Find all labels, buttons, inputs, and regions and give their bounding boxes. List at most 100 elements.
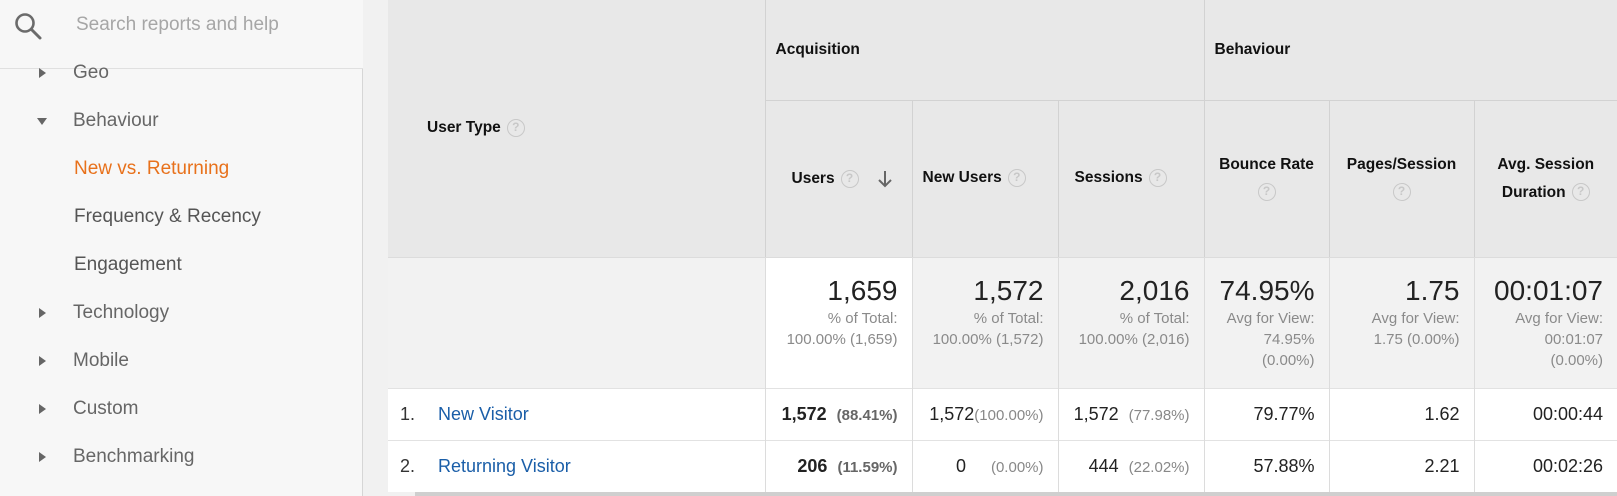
search-icon[interactable] <box>12 10 44 42</box>
total-subtext: % of Total: <box>827 309 898 327</box>
cell-value: 57.88% <box>1253 455 1315 476</box>
nav-label: New vs. Returning <box>74 158 230 179</box>
help-icon[interactable]: ? <box>1571 183 1590 202</box>
nav-item-mobile[interactable]: Mobile <box>0 339 363 383</box>
nav-label: Technology <box>73 302 170 323</box>
column-header-new-users[interactable]: New Users? <box>911 100 1058 258</box>
nav-item-new-vs-returning[interactable]: New vs. Returning <box>0 147 363 191</box>
group-label: Behaviour <box>1214 40 1291 58</box>
total-value: 1,572 <box>973 274 1044 306</box>
nav-label: Frequency & Recency <box>74 206 261 227</box>
nav-label: Custom <box>73 398 139 419</box>
totals-label-cell <box>388 257 765 388</box>
report-table-area: User Type? Acquisition Behaviour Users? … <box>388 0 1617 496</box>
dimension-header[interactable]: User Type <box>427 119 501 137</box>
total-subtext: 100.00% (1,659) <box>786 330 898 348</box>
nav-item-technology[interactable]: Technology <box>0 291 363 335</box>
total-subtext: 74.95% <box>1263 330 1315 348</box>
caret-right-icon <box>39 68 46 78</box>
total-subtext: 1.75 (0.00%) <box>1373 330 1460 348</box>
column-label: Duration <box>1501 183 1566 201</box>
total-value: 1,659 <box>827 274 898 306</box>
column-header-users[interactable]: Users? <box>764 100 912 258</box>
help-icon[interactable]: ? <box>1007 169 1026 188</box>
total-bounce-rate: 74.95% Avg for View: 74.95% (0.00%) <box>1203 257 1329 388</box>
cell-users: 1,572 (88.41%) <box>764 387 912 440</box>
total-subtext: Avg for View: <box>1515 309 1604 327</box>
nav-item-engagement[interactable]: Engagement <box>0 243 363 287</box>
cell-percent: (22.02%) <box>1128 458 1190 476</box>
cell-percent: (77.98%) <box>1128 406 1190 424</box>
column-header-avg-session-duration[interactable]: Avg. Session Duration? <box>1473 100 1617 258</box>
total-subtext: (0.00%) <box>1261 351 1315 369</box>
total-value: 1.75 <box>1405 274 1460 306</box>
nav-item-behaviour[interactable]: Behaviour <box>0 99 363 143</box>
cell-new-users: 1,572(100.00%) <box>911 387 1058 440</box>
cell-pages-session: 2.21 <box>1328 439 1474 492</box>
cell-users: 206 (11.59%) <box>764 439 912 492</box>
column-header-pages-session[interactable]: Pages/Session? <box>1328 100 1474 258</box>
row-dimension-cell: 2. Returning Visitor <box>388 439 765 492</box>
cell-value: 2.21 <box>1424 455 1460 476</box>
help-icon[interactable]: ? <box>840 169 859 188</box>
nav-label: Behaviour <box>73 110 159 131</box>
nav-item-custom[interactable]: Custom <box>0 387 363 431</box>
cell-value: 0 <box>955 455 966 476</box>
nav-label: Engagement <box>74 254 182 275</box>
arrow-down-icon[interactable] <box>877 169 893 189</box>
nav-item-geo[interactable]: Geo <box>0 51 363 95</box>
cell-value: 206 <box>797 455 828 476</box>
cell-value: 1,572 <box>1073 403 1119 424</box>
caret-down-icon <box>37 118 47 125</box>
caret-right-icon <box>39 452 46 462</box>
total-new-users: 1,572 % of Total: 100.00% (1,572) <box>911 257 1058 388</box>
column-header-sessions[interactable]: Sessions? <box>1057 100 1204 258</box>
cell-value: 79.77% <box>1253 403 1315 424</box>
nav-label: Benchmarking <box>73 446 195 467</box>
table-row: 1. New Visitor 1,572 (88.41%) 1,572(100.0… <box>388 387 1617 440</box>
cell-value: 00:00:44 <box>1532 403 1604 424</box>
group-header-acquisition: Acquisition <box>764 0 1204 101</box>
help-icon[interactable]: ? <box>1148 169 1167 188</box>
group-header-behaviour: Behaviour <box>1203 0 1617 101</box>
column-label: Pages/Session <box>1346 155 1457 173</box>
row-index: 2. <box>400 455 416 476</box>
horizontal-scrollbar[interactable] <box>415 492 1617 496</box>
cell-new-users: 0 (0.00%) <box>911 439 1058 492</box>
nav-item-benchmarking[interactable]: Benchmarking <box>0 435 363 479</box>
caret-right-icon <box>39 356 46 366</box>
cell-bounce-rate: 79.77% <box>1203 387 1329 440</box>
cell-value: 1.62 <box>1424 403 1460 424</box>
cell-percent: (100.00%) <box>974 406 1044 424</box>
column-label: Bounce Rate <box>1219 155 1314 173</box>
search-input[interactable] <box>76 10 346 40</box>
cell-value: 1,572 <box>781 403 827 424</box>
total-subtext: (0.00%) <box>1550 351 1604 369</box>
cell-avg-session-duration: 00:02:26 <box>1473 439 1617 492</box>
dimension-header-cell: User Type? <box>388 0 765 258</box>
help-icon[interactable]: ? <box>1392 183 1411 202</box>
column-label: Users <box>791 169 835 187</box>
cell-avg-session-duration: 00:00:44 <box>1473 387 1617 440</box>
column-label: New Users <box>922 169 1002 187</box>
user-type-link[interactable]: Returning Visitor <box>438 455 571 476</box>
caret-right-icon <box>39 308 46 318</box>
totals-row: 1,659 % of Total: 100.00% (1,659) 1,572 … <box>388 257 1617 388</box>
total-value: 2,016 <box>1119 274 1190 306</box>
help-icon[interactable]: ? <box>506 119 525 138</box>
nav-item-frequency-recency[interactable]: Frequency & Recency <box>0 195 363 239</box>
help-icon[interactable]: ? <box>1257 183 1276 202</box>
cell-sessions: 444 (22.02%) <box>1057 439 1204 492</box>
cell-value: 00:02:26 <box>1532 455 1604 476</box>
row-index: 1. <box>400 403 416 424</box>
cell-percent: (0.00%) <box>990 458 1044 476</box>
search-bar <box>0 0 363 69</box>
cell-pages-session: 1.62 <box>1328 387 1474 440</box>
total-subtext: 100.00% (2,016) <box>1078 330 1190 348</box>
total-users: 1,659 % of Total: 100.00% (1,659) <box>764 257 912 388</box>
cell-percent: (88.41%) <box>836 406 898 424</box>
user-type-link[interactable]: New Visitor <box>438 403 529 424</box>
nav-label: Geo <box>73 62 109 83</box>
column-label: Sessions <box>1074 169 1143 187</box>
column-header-bounce-rate[interactable]: Bounce Rate? <box>1203 100 1329 258</box>
